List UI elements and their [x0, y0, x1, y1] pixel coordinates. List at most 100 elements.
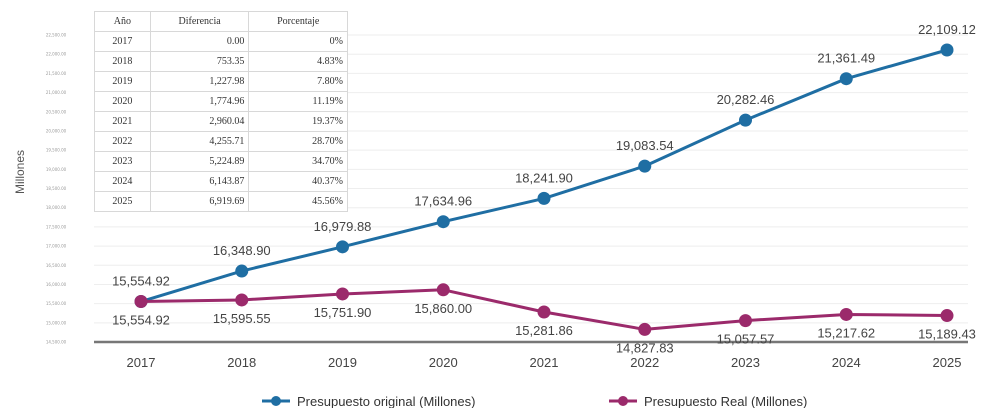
y-tick-label: 22,500.00	[46, 33, 67, 38]
y-axis-label: Millones	[13, 150, 27, 194]
data-label-real: 15,595.55	[213, 311, 271, 326]
x-tick-label: 2017	[127, 355, 156, 370]
legend-label-real: Presupuesto Real (Millones)	[644, 394, 807, 408]
table-cell-difference: 6,143.87	[149, 171, 250, 192]
table-cell-year: 2017	[94, 31, 151, 52]
table-cell-year: 2023	[94, 151, 151, 172]
table-cell-percentage: 11.19%	[248, 91, 348, 112]
legend-marker-real	[618, 396, 628, 406]
table-cell-percentage: 19.37%	[248, 111, 348, 132]
x-tick-label: 2021	[530, 355, 559, 370]
difference-table: Año Diferencia Porcentaje 2017 0.00 0% 2018…	[94, 11, 348, 212]
data-point	[336, 240, 349, 254]
x-tick-label: 2019	[328, 355, 357, 370]
x-tick-label: 2022	[630, 355, 659, 370]
data-point	[638, 159, 652, 173]
y-tick-label: 18,000.00	[46, 205, 67, 210]
table-row: 2025 6,919.69 45.56%	[94, 191, 348, 212]
y-tick-label: 21,500.00	[46, 71, 67, 76]
x-tick-label: 2025	[933, 355, 962, 370]
table-header-row: Año Diferencia Porcentaje	[94, 11, 348, 32]
legend-label-original: Presupuesto original (Millones)	[297, 394, 475, 408]
data-label-original: 15,554.92	[112, 274, 170, 289]
table-cell-percentage: 0%	[248, 31, 348, 52]
table-header-percentage: Porcentaje	[248, 11, 348, 32]
table-header-year: Año	[94, 11, 151, 32]
x-tick-label: 2023	[731, 355, 760, 370]
data-label-original: 20,282.46	[717, 92, 775, 107]
data-label-real: 15,057.57	[717, 332, 775, 347]
table-cell-difference: 4,255.71	[149, 131, 250, 152]
y-tick-label: 17,000.00	[46, 244, 67, 249]
data-label-real: 15,189.43	[918, 327, 976, 342]
data-point	[336, 287, 349, 301]
data-point	[537, 191, 551, 205]
y-tick-label: 15,000.00	[46, 320, 67, 325]
table-cell-difference: 2,960.04	[149, 111, 250, 132]
y-tick-label: 19,000.00	[46, 167, 67, 172]
data-point	[839, 72, 853, 86]
y-axis-ticks: 14,500.00 15,000.00 15,500.00 16,000.00 16,5…	[46, 33, 67, 345]
table-cell-difference: 0.00	[149, 31, 250, 52]
table-row: 2018 753.35 4.83%	[94, 51, 348, 72]
table-cell-percentage: 7.80%	[248, 71, 348, 92]
legend-item-original: Presupuesto original (Millones)	[262, 394, 475, 408]
series-lines	[134, 43, 954, 336]
table-cell-percentage: 4.83%	[248, 51, 348, 72]
data-label-original: 16,979.88	[314, 219, 372, 234]
table-row: 2020 1,774.96 11.19%	[94, 91, 348, 112]
table-row: 2021 2,960.04 19.37%	[94, 111, 348, 132]
data-point	[436, 283, 450, 297]
y-tick-label: 18,500.00	[46, 186, 67, 191]
table-cell-difference: 753.35	[149, 51, 250, 72]
data-point	[739, 113, 752, 127]
data-point	[436, 215, 450, 229]
table-cell-year: 2018	[94, 51, 151, 72]
table-row: 2024 6,143.87 40.37%	[94, 171, 348, 192]
data-point	[839, 307, 853, 321]
table-cell-percentage: 28.70%	[248, 131, 348, 152]
y-tick-label: 17,500.00	[46, 224, 67, 229]
data-label-real: 15,554.92	[112, 313, 170, 328]
legend-item-real: Presupuesto Real (Millones)	[609, 394, 807, 408]
table-cell-difference: 5,224.89	[149, 151, 250, 172]
data-labels: 15,554.92 16,348.90 16,979.88 17,634.96 18,2…	[112, 22, 976, 355]
table-header-difference: Diferencia	[149, 11, 250, 32]
table-cell-percentage: 40.37%	[248, 171, 348, 192]
data-point	[940, 43, 954, 57]
y-tick-label: 14,500.00	[46, 340, 67, 345]
table-row: 2017 0.00 0%	[94, 31, 348, 52]
y-tick-label: 20,000.00	[46, 128, 67, 133]
data-label-original: 22,109.12	[918, 22, 976, 37]
y-tick-label: 22,000.00	[46, 52, 67, 57]
table-row: 2022 4,255.71 28.70%	[94, 131, 348, 152]
y-tick-label: 16,500.00	[46, 263, 67, 268]
table-cell-difference: 6,919.69	[149, 191, 250, 212]
data-label-real: 15,751.90	[314, 305, 372, 320]
x-axis-ticks: 2017 2018 2019 2020 2021 2022 2023 2024 2025	[127, 355, 962, 370]
table-row: 2019 1,227.98 7.80%	[94, 71, 348, 92]
table-cell-year: 2020	[94, 91, 151, 112]
table-row: 2023 5,224.89 34.70%	[94, 151, 348, 172]
legend-marker-original	[271, 396, 281, 406]
data-point	[638, 322, 652, 336]
table-cell-percentage: 45.56%	[248, 191, 348, 212]
data-label-original: 18,241.90	[515, 170, 573, 185]
data-label-original: 21,361.49	[817, 51, 875, 66]
y-tick-label: 16,000.00	[46, 282, 67, 287]
table-cell-difference: 1,227.98	[149, 71, 250, 92]
data-label-real: 15,217.62	[817, 325, 875, 340]
data-point	[739, 314, 752, 328]
legend: Presupuesto original (Millones) Presupue…	[262, 394, 807, 408]
data-label-original: 19,083.54	[616, 138, 674, 153]
x-tick-label: 2018	[227, 355, 256, 370]
x-tick-label: 2020	[429, 355, 458, 370]
data-point	[940, 309, 954, 323]
y-tick-label: 15,500.00	[46, 301, 67, 306]
data-label-real: 15,860.00	[414, 301, 472, 316]
table-cell-year: 2022	[94, 131, 151, 152]
table-cell-year: 2019	[94, 71, 151, 92]
data-point	[134, 295, 148, 309]
data-label-real: 15,281.86	[515, 323, 573, 338]
data-point	[537, 305, 551, 319]
